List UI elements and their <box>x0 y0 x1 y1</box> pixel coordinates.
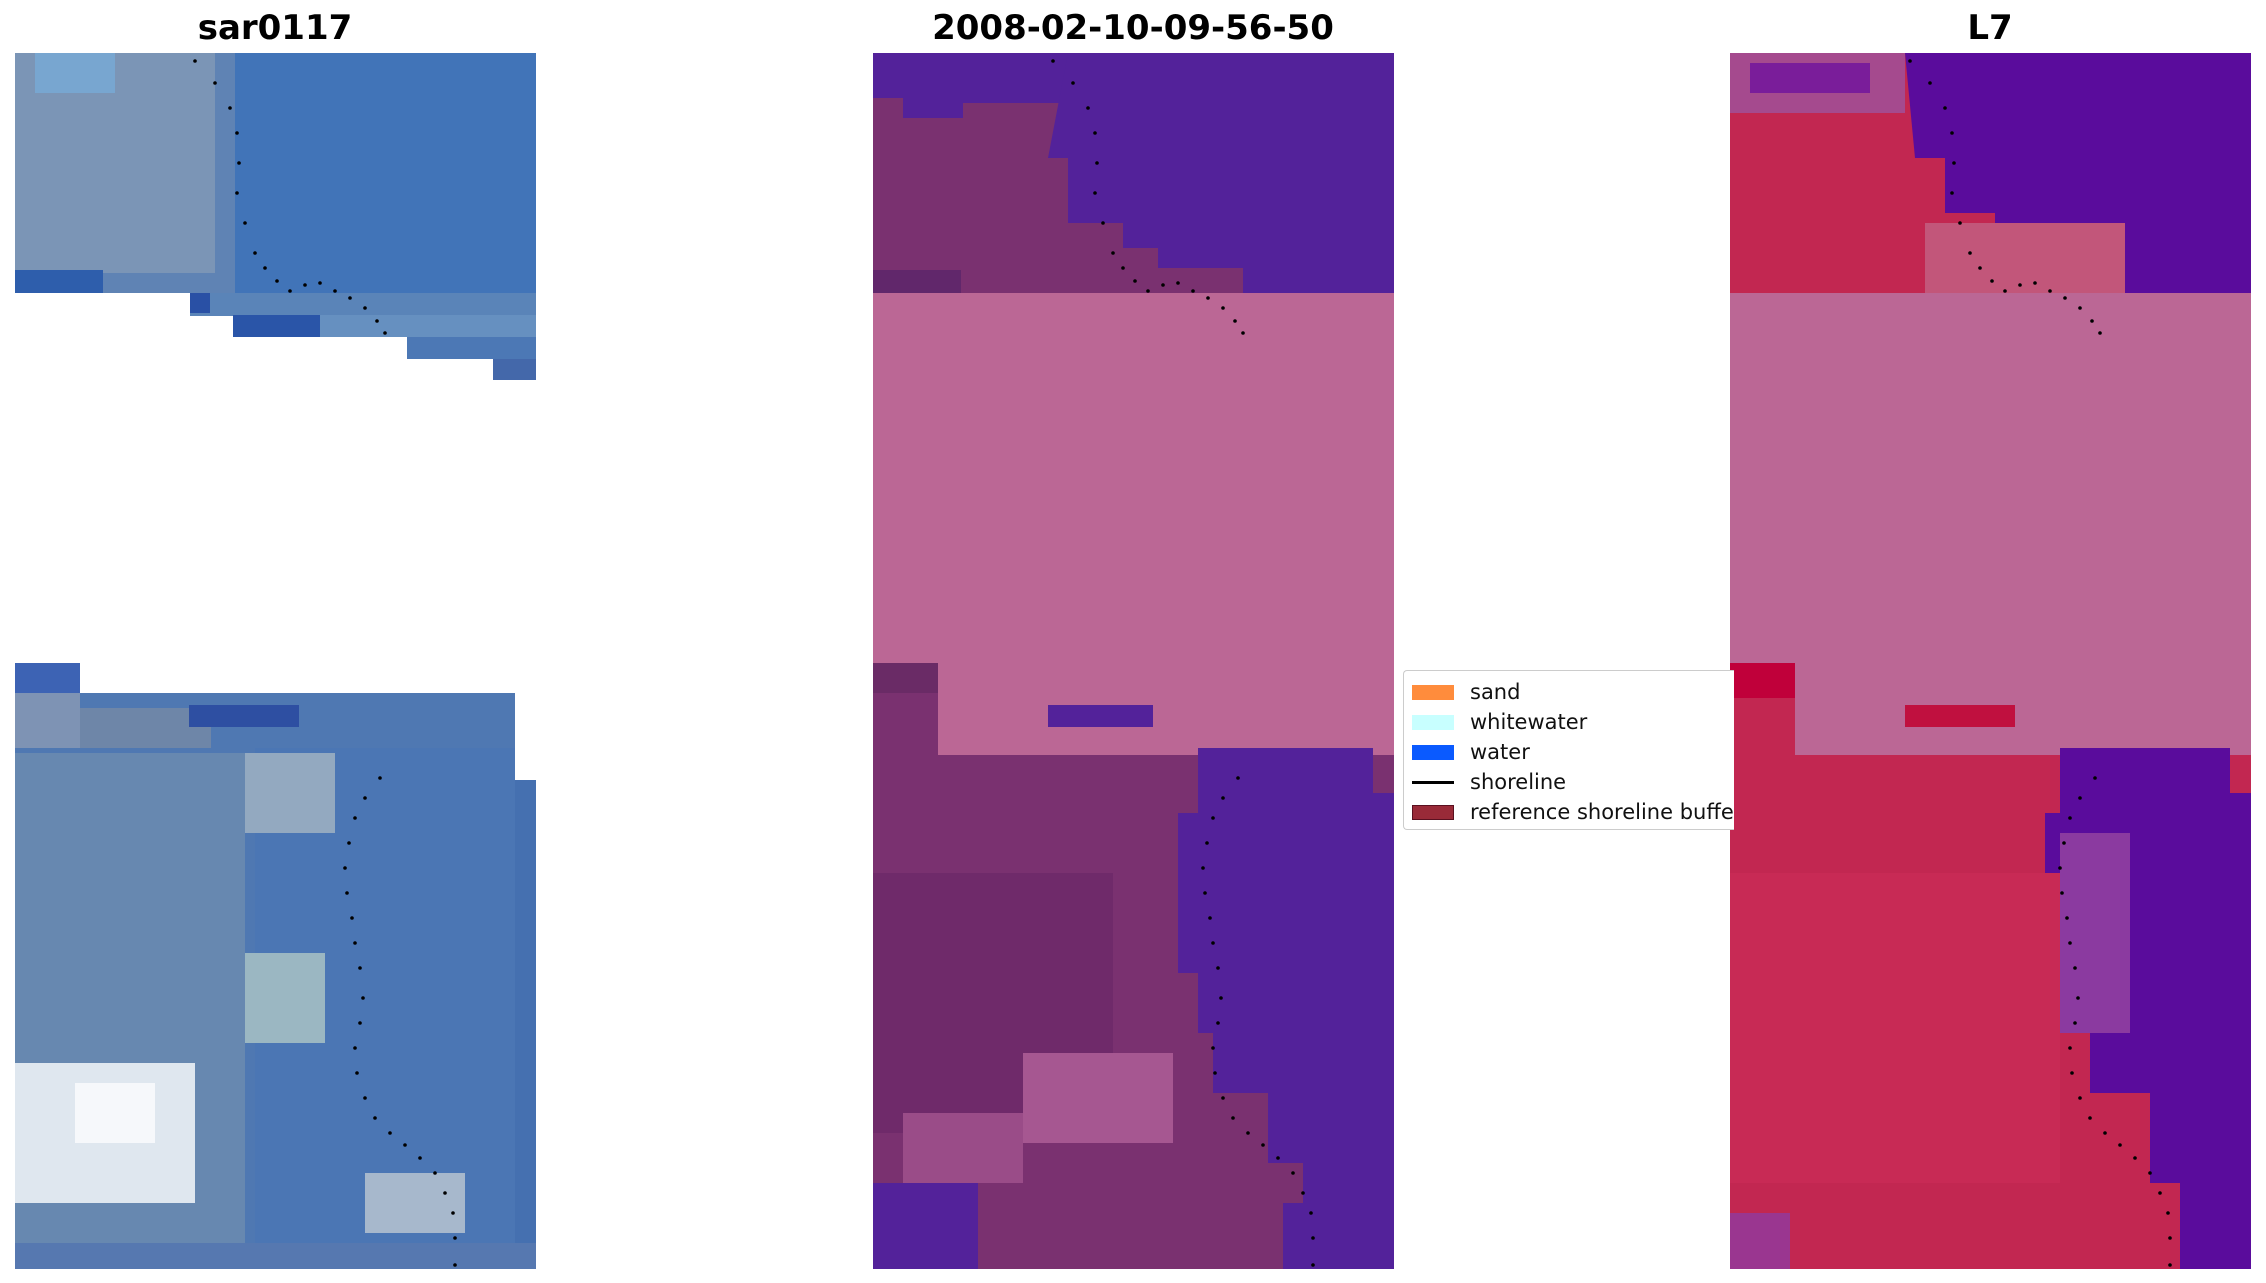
sand-swatch <box>1412 684 1454 700</box>
legend: sand whitewater water shoreline referenc… <box>1403 670 1734 830</box>
l7-image <box>1730 53 2251 1269</box>
legend-label-water: water <box>1470 740 1530 764</box>
rgb-image-panel[interactable] <box>15 53 536 1269</box>
l7-panel[interactable] <box>1730 53 2251 1269</box>
classification-panel[interactable] <box>873 53 1394 1269</box>
legend-item-buffer: reference shoreline buffer <box>1412 797 1734 827</box>
whitewater-swatch <box>1412 714 1454 730</box>
legend-label-sand: sand <box>1470 680 1521 704</box>
rgb-panel-title: sar0117 <box>197 8 353 48</box>
buffer-swatch <box>1412 804 1454 820</box>
legend-label-shoreline: shoreline <box>1470 770 1567 794</box>
legend-label-buffer: reference shoreline buffer <box>1470 800 1734 824</box>
legend-item-shoreline: shoreline <box>1412 767 1566 797</box>
water-swatch <box>1412 744 1454 760</box>
shoreline-swatch <box>1412 780 1454 784</box>
mndwi-panel-title: L7 <box>1967 8 2013 48</box>
legend-item-whitewater: whitewater <box>1412 707 1587 737</box>
legend-item-water: water <box>1412 737 1530 767</box>
classification-panel-title: 2008-02-10-09-56-50 <box>932 8 1334 48</box>
rgb-image <box>15 53 536 1269</box>
legend-label-whitewater: whitewater <box>1470 710 1588 734</box>
classification-image <box>873 53 1394 1269</box>
legend-item-sand: sand <box>1412 677 1520 707</box>
